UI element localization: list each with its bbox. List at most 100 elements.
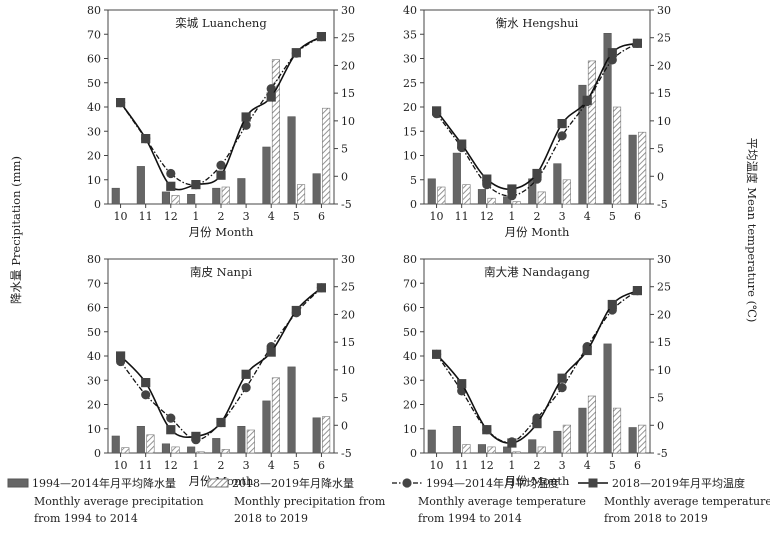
right-tick-label: 20	[341, 308, 355, 321]
left-tick-label: 60	[87, 53, 101, 66]
temp-hist-point	[166, 168, 176, 179]
x-tick-label: 12	[164, 459, 178, 472]
precip-hist-bar	[628, 427, 637, 454]
chart-title: 南皮 Nanpi	[190, 265, 252, 279]
precip-recent-bar	[246, 429, 255, 454]
right-tick-label: 30	[657, 4, 671, 17]
right-tick-label: 0	[341, 419, 348, 432]
x-tick-label: 4	[584, 459, 591, 472]
precip-recent-bar	[296, 184, 306, 205]
legend-marker-temp-recent	[588, 478, 598, 488]
x-tick-label: 11	[139, 210, 153, 223]
precip-recent-bar	[271, 59, 281, 205]
precip-hist-bar	[578, 84, 587, 205]
x-tick-label: 4	[268, 210, 275, 223]
precip-hist-bar	[212, 187, 221, 205]
precip-hist-bar	[111, 187, 120, 205]
precip-hist-bar	[161, 191, 170, 205]
legend-label: Monthly precipitation from	[234, 495, 386, 508]
temp-recent-point	[191, 431, 201, 441]
precip-hist-bar	[452, 152, 461, 205]
left-tick-label: 30	[87, 125, 101, 138]
x-tick-label: 5	[293, 210, 300, 223]
precip-recent-bar	[271, 377, 281, 454]
left-tick-label: 50	[87, 77, 101, 90]
left-tick-label: 40	[403, 4, 417, 17]
x-axis-label: 月份 Month	[505, 474, 570, 488]
precip-hist-bar	[111, 435, 120, 454]
right-tick-label: 30	[341, 253, 355, 266]
x-tick-label: 11	[455, 459, 469, 472]
left-tick-label: 50	[403, 326, 417, 339]
left-tick-label: 10	[87, 423, 101, 436]
temp-recent-point	[166, 425, 176, 435]
temp-recent-point	[241, 369, 251, 379]
temp-hist-point	[216, 160, 226, 170]
precip-hist-bar	[212, 438, 221, 454]
x-tick-label: 11	[139, 459, 153, 472]
temp-recent-point	[166, 181, 176, 191]
precip-hist-bar	[427, 429, 436, 454]
right-tick-label: 15	[657, 87, 671, 100]
left-tick-label: 25	[403, 77, 417, 90]
precip-recent-bar	[196, 451, 205, 454]
precip-hist-bar	[287, 116, 296, 205]
temp-hist-line	[436, 42, 638, 197]
temp-recent-point	[116, 98, 126, 108]
right-tick-label: 5	[657, 143, 664, 156]
left-tick-label: 0	[410, 447, 417, 460]
left-tick-label: 5	[410, 174, 417, 187]
left-tick-label: 30	[87, 374, 101, 387]
legend-label: 2018—2019年月降水量	[232, 476, 354, 490]
x-tick-label: 3	[559, 210, 566, 223]
precip-hist-bar	[262, 400, 271, 454]
x-tick-label: 10	[114, 210, 128, 223]
precip-recent-bar	[171, 195, 180, 205]
precip-hist-bar	[528, 439, 537, 454]
x-tick-label: 10	[430, 210, 444, 223]
x-tick-label: 3	[559, 459, 566, 472]
temp-hist-point	[557, 383, 567, 393]
right-tick-label: 20	[657, 59, 671, 72]
right-tick-label: 30	[341, 4, 355, 17]
precip-hist-bar	[187, 194, 196, 205]
x-tick-label: 10	[114, 459, 128, 472]
right-tick-label: 15	[341, 336, 355, 349]
temp-recent-point	[557, 119, 567, 129]
precip-recent-bar	[562, 424, 571, 454]
left-tick-label: 0	[94, 447, 101, 460]
left-tick-label: 20	[403, 399, 417, 412]
right-tick-label: 5	[341, 143, 348, 156]
precip-hist-bar	[237, 425, 246, 454]
temp-hist-point	[266, 84, 276, 94]
temp-recent-point	[141, 378, 151, 388]
left-tick-label: 60	[87, 302, 101, 315]
temp-hist-point	[141, 390, 151, 400]
right-tick-label: -5	[341, 447, 352, 460]
left-tick-label: 35	[403, 28, 417, 41]
right-tick-label: 20	[341, 59, 355, 72]
right-tick-label: 15	[657, 336, 671, 349]
precip-hist-bar	[312, 173, 321, 205]
x-tick-label: 12	[480, 459, 494, 472]
right-tick-label: 25	[341, 32, 355, 45]
precip-recent-bar	[562, 179, 571, 205]
right-tick-label: 5	[657, 392, 664, 405]
legend-label: 2018 to 2019	[234, 512, 308, 525]
x-tick-label: 6	[634, 459, 641, 472]
legend-label: from 1994 to 2014	[418, 512, 522, 525]
temp-recent-point	[266, 347, 276, 357]
precip-recent-bar	[322, 416, 331, 454]
precip-recent-bar	[171, 446, 180, 454]
left-tick-label: 80	[87, 4, 101, 17]
chart-title: 南大港 Nandagang	[484, 265, 590, 279]
precip-recent-bar	[322, 107, 331, 205]
x-tick-label: 2	[534, 210, 541, 223]
temp-recent-point	[457, 379, 467, 389]
right-tick-label: 25	[341, 281, 355, 294]
temp-recent-point	[216, 170, 226, 180]
